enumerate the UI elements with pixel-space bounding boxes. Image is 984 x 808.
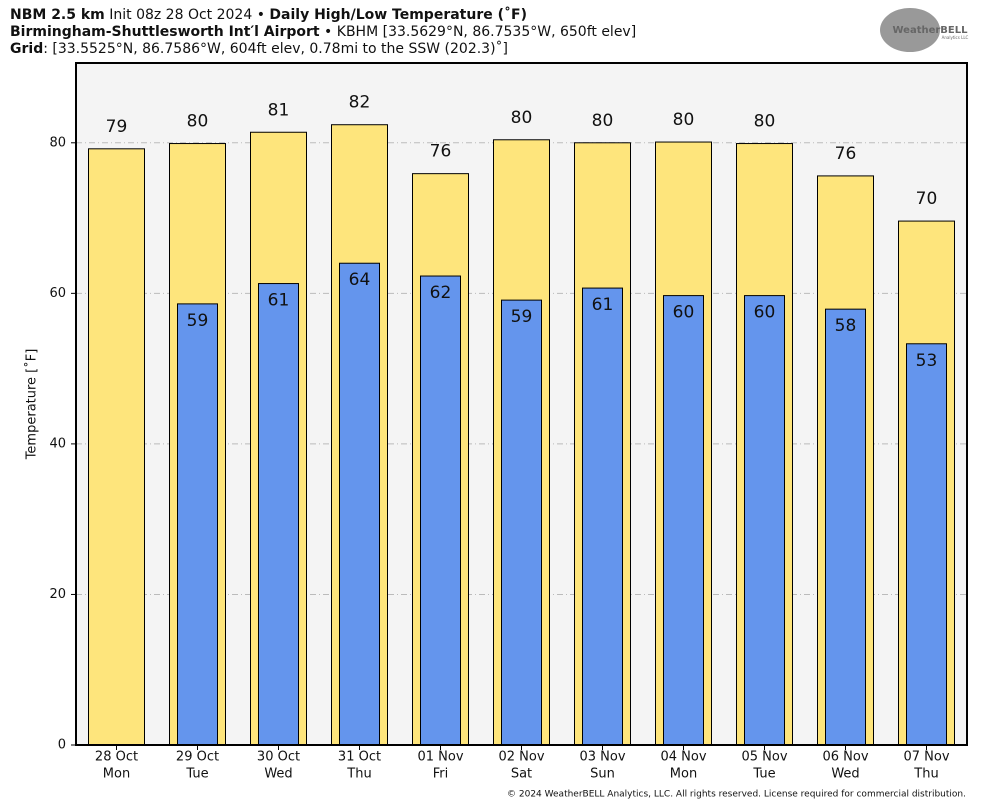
- header-text: Birmingham-Shuttlesworth Int′l Airport: [10, 24, 320, 40]
- x-tick-sublabel: Thu: [346, 767, 371, 782]
- x-tick-label: 06 Nov: [822, 750, 868, 765]
- bar: [582, 287, 623, 746]
- value-label: 80: [673, 110, 695, 130]
- value-label: 62: [430, 283, 452, 303]
- value-label: 59: [187, 311, 209, 331]
- value-label: 80: [754, 112, 776, 132]
- x-tick-sublabel: Thu: [913, 767, 938, 782]
- x-tick-label: 03 Nov: [579, 750, 625, 765]
- bar: [88, 148, 145, 746]
- value-label: 64: [349, 270, 371, 290]
- bar: [906, 343, 947, 746]
- header-text: Init 08z 28 Oct 2024: [109, 7, 252, 23]
- x-tick-label: 05 Nov: [741, 750, 787, 765]
- x-tick-sublabel: Tue: [185, 767, 208, 782]
- value-label: 61: [268, 291, 290, 311]
- bar: [177, 303, 218, 746]
- x-tick-sublabel: Wed: [831, 767, 859, 782]
- header-line: Grid: [33.5525°N, 86.7586°W, 604ft elev,…: [10, 40, 508, 57]
- value-label: 80: [511, 108, 533, 128]
- value-label: 60: [754, 303, 776, 323]
- header-text: •: [324, 24, 332, 40]
- y-tick-label: 0: [58, 738, 66, 753]
- x-tick-label: 31 Oct: [338, 750, 381, 765]
- bar: [501, 299, 542, 746]
- value-label: 59: [511, 307, 533, 327]
- x-tick-label: 02 Nov: [498, 750, 544, 765]
- value-label: 79: [106, 117, 128, 137]
- y-tick-label: 20: [49, 587, 66, 602]
- header-line: NBM 2.5 km Init 08z 28 Oct 2024 • Daily …: [10, 6, 527, 23]
- x-tick-label: 29 Oct: [176, 750, 219, 765]
- value-label: 60: [673, 303, 695, 323]
- value-label: 80: [592, 111, 614, 131]
- header-text: : [33.5525°N, 86.7586°W, 604ft elev, 0.7…: [43, 40, 508, 57]
- logo-sub: Analytics LLC: [942, 35, 969, 40]
- bar: [420, 275, 461, 746]
- value-label: 61: [592, 295, 614, 315]
- value-label: 82: [349, 93, 371, 113]
- x-tick-sublabel: Tue: [752, 767, 775, 782]
- value-label: 80: [187, 112, 209, 132]
- header-text: NBM 2.5 km: [10, 7, 105, 23]
- x-tick-label: 30 Oct: [257, 750, 300, 765]
- x-tick-sublabel: Sun: [590, 767, 615, 782]
- x-tick-sublabel: Mon: [103, 767, 130, 782]
- bar: [258, 283, 299, 746]
- x-tick-label: 01 Nov: [417, 750, 463, 765]
- bar: [663, 295, 704, 746]
- value-label: 53: [916, 351, 938, 371]
- logo-text: WeatherBELL: [892, 25, 968, 36]
- x-tick-label: 28 Oct: [95, 750, 138, 765]
- x-tick-label: 07 Nov: [903, 750, 949, 765]
- value-label: 58: [835, 316, 857, 336]
- x-tick-sublabel: Fri: [433, 767, 449, 782]
- value-label: 81: [268, 100, 290, 120]
- header-text: Grid: [10, 41, 43, 57]
- header-line: Birmingham-Shuttlesworth Int′l Airport •…: [10, 24, 636, 40]
- plot-frame: [75, 62, 968, 746]
- header-text: Daily High/Low Temperature (˚F): [269, 6, 527, 23]
- bar: [339, 262, 380, 746]
- x-tick-label: 04 Nov: [660, 750, 706, 765]
- bar: [825, 308, 866, 746]
- header-text: •: [257, 7, 265, 23]
- x-tick-sublabel: Wed: [264, 767, 292, 782]
- logo-globe: [880, 8, 940, 52]
- value-label: 76: [835, 144, 857, 164]
- y-tick-label: 80: [49, 135, 66, 150]
- y-axis-label: Temperature [˚F]: [24, 349, 40, 461]
- y-tick-label: 40: [49, 436, 66, 451]
- x-tick-sublabel: Sat: [511, 767, 532, 782]
- y-tick-label: 60: [49, 286, 66, 301]
- footer: © 2024 WeatherBELL Analytics, LLC. All r…: [507, 790, 966, 800]
- value-label: 76: [430, 142, 452, 162]
- value-label: 70: [916, 189, 938, 209]
- x-tick-sublabel: Mon: [670, 767, 697, 782]
- bar: [744, 295, 785, 746]
- header-text: KBHM [33.5629°N, 86.7535°W, 650ft elev]: [337, 24, 636, 40]
